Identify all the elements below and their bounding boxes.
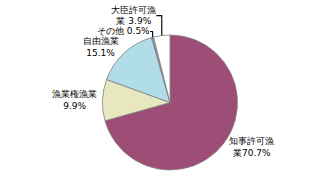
svg-text:その他 0.5%: その他 0.5%	[97, 26, 150, 36]
svg-text:漁業権漁業9.9%: 漁業権漁業9.9%	[52, 89, 97, 111]
svg-text:知事許可漁業70.7%: 知事許可漁業70.7%	[229, 136, 274, 158]
svg-text:大臣許可漁業 3.9%: 大臣許可漁業 3.9%	[111, 5, 156, 27]
svg-text:自由漁業15.1%: 自由漁業15.1%	[83, 36, 119, 58]
